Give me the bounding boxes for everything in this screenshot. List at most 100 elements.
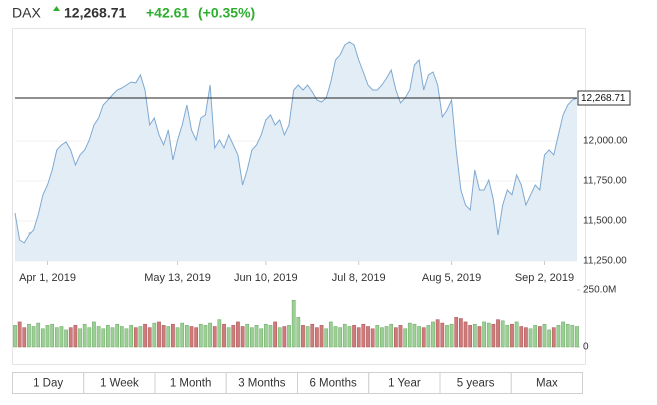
volume-bar xyxy=(22,327,27,348)
volume-bar xyxy=(477,326,482,348)
range-button-label: 1 Day xyxy=(33,378,63,390)
volume-bar xyxy=(124,328,129,348)
volume-bar xyxy=(375,325,380,348)
volume-bar xyxy=(277,327,282,348)
volume-bar xyxy=(315,327,319,348)
volume-bar xyxy=(380,327,384,348)
range-button-label: 1 Week xyxy=(100,378,139,390)
volume-bar xyxy=(570,325,575,348)
range-button-label: 3 Months xyxy=(238,378,286,390)
x-tick-label: May 13, 2019 xyxy=(144,272,211,284)
volume-bar xyxy=(500,320,505,348)
range-button-label: Max xyxy=(536,378,558,390)
volume-bar xyxy=(389,323,394,348)
volume-bar xyxy=(352,325,356,348)
volume-bar xyxy=(236,321,240,348)
volume-bar xyxy=(333,326,338,348)
volume-bar xyxy=(384,326,389,348)
volume-bar xyxy=(305,326,310,348)
volume-bar xyxy=(161,325,166,348)
volume-bar xyxy=(157,321,161,348)
volume-bar xyxy=(533,325,538,348)
area xyxy=(15,42,577,261)
volume-bar xyxy=(180,322,185,348)
volume-bar xyxy=(482,321,486,348)
volume-bar xyxy=(468,325,473,348)
volume-bar xyxy=(263,323,268,348)
volume-bar xyxy=(551,327,556,348)
volume-bar xyxy=(319,325,324,348)
range-button[interactable] xyxy=(510,372,583,394)
volume-bar xyxy=(505,325,510,348)
y-tick-label: 11,750.00 xyxy=(583,176,627,187)
volume-bar xyxy=(73,325,78,348)
volume-bar xyxy=(175,327,180,348)
volume-bar xyxy=(101,328,106,348)
volume-bar xyxy=(403,328,408,348)
y-tick-label: 12,000.00 xyxy=(583,136,628,147)
x-tick-label: Sep 2, 2019 xyxy=(515,272,574,284)
volume-bar xyxy=(296,317,301,348)
volume-bar xyxy=(143,323,147,348)
volume-bar xyxy=(463,321,468,348)
x-tick-label: Aug 5, 2019 xyxy=(422,272,481,284)
y-tick-label: 11,500.00 xyxy=(583,216,627,227)
y-tick-label: 11,250.00 xyxy=(583,256,627,267)
volume-bar xyxy=(203,325,208,348)
up-arrow xyxy=(53,6,60,11)
volume-bar xyxy=(366,326,370,348)
x-tick-label: Jun 10, 2019 xyxy=(234,272,298,284)
volume-bar xyxy=(92,321,96,348)
volume-bar xyxy=(491,323,496,348)
volume-bar xyxy=(445,325,449,348)
volume-bar xyxy=(50,323,55,348)
change-pct: (+0.35%) xyxy=(198,5,255,21)
volume-bar xyxy=(421,327,426,348)
volume-bar xyxy=(537,326,542,348)
volume-bar xyxy=(198,323,203,348)
range-button-label: 6 Months xyxy=(309,378,357,390)
volume-bar xyxy=(282,326,287,348)
volume-bar xyxy=(96,326,101,348)
volume-bar xyxy=(59,326,64,348)
price-line xyxy=(14,41,578,244)
volume-bar xyxy=(310,323,315,348)
volume-bar xyxy=(273,321,277,348)
volume-bar xyxy=(87,327,92,348)
volume-bar xyxy=(472,323,477,348)
volume-bar xyxy=(231,325,236,348)
volume-bar xyxy=(338,327,342,348)
range-button-label: 5 years xyxy=(457,378,495,390)
y-tick-label: 250.0M xyxy=(583,285,616,296)
range-button-label: 1 Year xyxy=(388,378,421,390)
chart-frame xyxy=(12,28,586,365)
volume-bar xyxy=(17,321,22,348)
volume-bar xyxy=(547,329,551,348)
volume-bar xyxy=(514,321,519,348)
volume-bar xyxy=(519,326,524,348)
volume-bar xyxy=(426,325,431,348)
change: +42.61 xyxy=(146,5,189,21)
x-tick-label: Apr 1, 2019 xyxy=(19,272,76,284)
volume-bar xyxy=(431,321,435,348)
volume-bar xyxy=(152,322,157,348)
volume-bar xyxy=(54,327,59,348)
volume-bar xyxy=(259,328,264,348)
volume-bar xyxy=(13,325,17,348)
volume-bar xyxy=(245,323,250,348)
volume-bar xyxy=(110,327,115,348)
last-price-box xyxy=(577,90,631,106)
volume-bar xyxy=(41,328,45,348)
volume-bar xyxy=(254,325,259,348)
volume-bar xyxy=(133,327,138,348)
volume-bar xyxy=(119,326,124,348)
volume-bar xyxy=(412,323,417,348)
volume-bar xyxy=(301,325,305,348)
volume-bar xyxy=(115,323,120,348)
volume-bar xyxy=(287,325,291,348)
volume-bar xyxy=(129,325,133,348)
volume-bar xyxy=(27,323,31,348)
volume-bar xyxy=(138,326,143,348)
volume-bar xyxy=(217,319,222,348)
